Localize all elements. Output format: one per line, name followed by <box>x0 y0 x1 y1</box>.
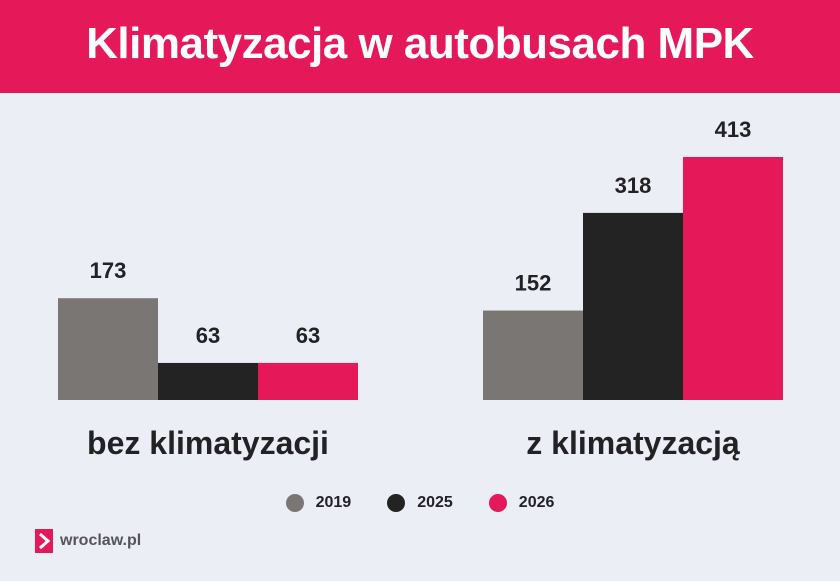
bar-2019-bez <box>58 298 158 400</box>
bar-2026-bez <box>258 362 358 400</box>
legend-dot <box>387 494 406 512</box>
data-label: 318 <box>615 173 652 198</box>
category-label: z klimatyzacją <box>526 425 740 461</box>
legend-item-2025: 2025 <box>387 494 453 512</box>
category-label: bez klimatyzacji <box>87 425 329 461</box>
logo-text: wroclaw.pl <box>60 532 142 549</box>
legend-label: 2025 <box>417 494 453 511</box>
data-label: 63 <box>196 323 220 348</box>
legend-label: 2026 <box>518 494 555 511</box>
legend-label: 2019 <box>315 494 352 511</box>
chevron-right-icon <box>35 529 53 553</box>
legend-item-2019: 2019 <box>285 494 352 512</box>
bar-2025-bez <box>158 362 258 400</box>
legend-item-2026: 2026 <box>488 494 555 512</box>
bar-2019-z <box>483 310 583 400</box>
data-label: 63 <box>296 323 320 348</box>
legend: 2019 2025 2026 <box>0 494 840 512</box>
bar-2025-z <box>583 212 683 400</box>
wroclaw-logo: wroclaw.pl <box>35 529 141 553</box>
data-label: 152 <box>515 271 552 296</box>
legend-dot <box>285 494 304 512</box>
header-banner: Klimatyzacja w autobusach MPK <box>0 0 840 93</box>
chart-title: Klimatyzacja w autobusach MPK <box>86 18 754 68</box>
legend-dot <box>488 494 507 512</box>
data-label: 413 <box>715 117 752 142</box>
data-label: 173 <box>90 258 127 283</box>
bar-2026-z <box>683 157 783 400</box>
